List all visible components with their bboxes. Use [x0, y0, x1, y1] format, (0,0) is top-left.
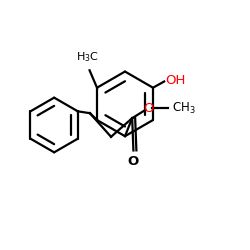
- Text: H$_3$C: H$_3$C: [76, 50, 98, 64]
- Text: OH: OH: [166, 74, 186, 87]
- Text: O: O: [143, 102, 154, 115]
- Text: O: O: [128, 155, 139, 168]
- Text: CH$_3$: CH$_3$: [172, 101, 196, 116]
